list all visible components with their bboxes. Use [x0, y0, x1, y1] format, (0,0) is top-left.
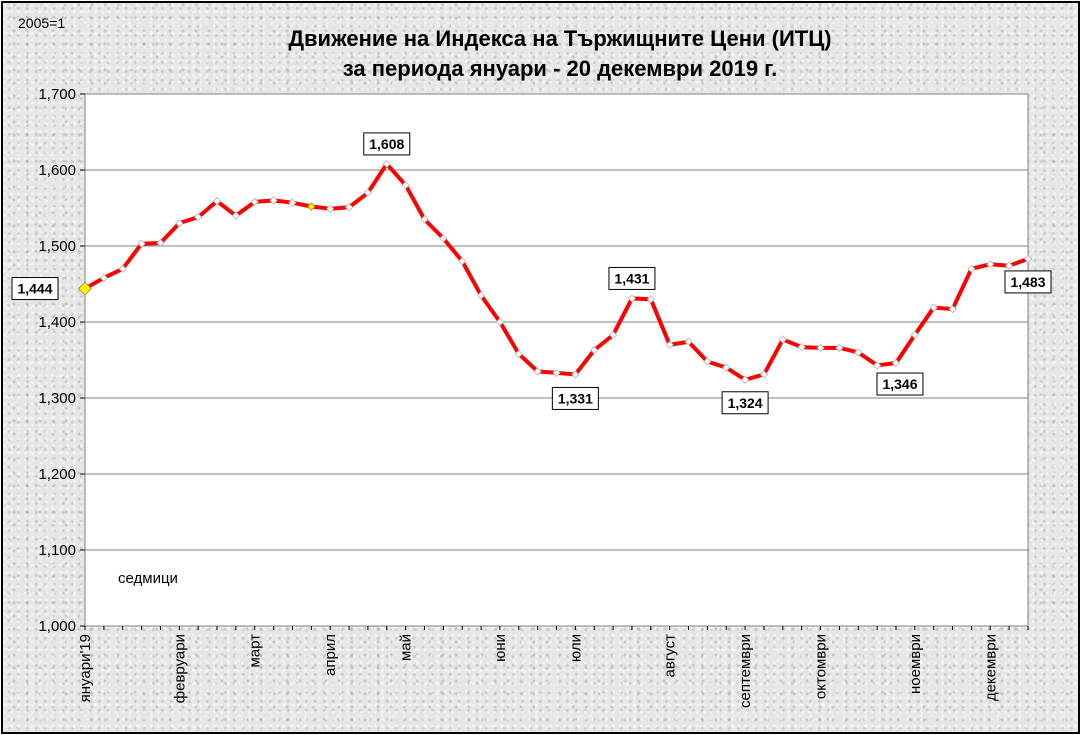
data-label: 1,608: [369, 136, 404, 152]
data-point: [476, 291, 486, 300]
data-point: [571, 370, 580, 379]
highlight-point: [307, 202, 316, 211]
x-tick-label: ноември: [907, 634, 924, 694]
data-label: 1,324: [728, 395, 763, 411]
data-point: [420, 215, 429, 224]
y-tick-label: 1,100: [38, 542, 76, 559]
data-point: [495, 317, 505, 327]
data-point: [854, 348, 863, 357]
data-point: [740, 375, 750, 384]
data-label-box: [876, 372, 924, 396]
y-tick-label: 1,000: [38, 618, 76, 635]
data-point: [401, 181, 410, 190]
data-point: [684, 337, 693, 346]
x-tick-label: август: [662, 634, 679, 678]
chart-subtitle: за периода януари - 20 декември 2019 г.: [343, 56, 778, 81]
data-point: [344, 203, 354, 212]
x-tick-label: февруари: [171, 634, 188, 703]
y-tick-label: 1,300: [38, 390, 76, 407]
series-layer: [78, 159, 1033, 384]
data-point: [590, 346, 599, 355]
data-label-box: [551, 386, 599, 410]
data-point: [873, 361, 882, 370]
y-tick-label: 1,500: [38, 238, 76, 255]
y-tick-label: 1,600: [38, 162, 76, 179]
y-axis: 1,000 1,100 1,200 1,300 1,400 1,500 1,600 1,700: [38, 86, 85, 635]
data-point: [703, 357, 712, 366]
plot-area: [84, 93, 1029, 627]
data-point: [326, 204, 335, 213]
x-tick-label: декември: [982, 634, 999, 701]
data-point: [627, 294, 637, 303]
data-point: [382, 159, 391, 169]
data-label-box: [11, 277, 59, 301]
data-point: [533, 367, 542, 376]
data-label: 1,346: [882, 376, 917, 392]
data-point: [514, 349, 523, 359]
data-label: 1,444: [17, 281, 52, 297]
x-tick-label: октомври: [813, 634, 830, 699]
data-point: [439, 234, 448, 243]
data-point: [967, 264, 976, 273]
data-point: [608, 330, 618, 340]
x-tick-label: юни: [492, 634, 509, 662]
data-point: [722, 363, 731, 372]
data-point: [137, 239, 146, 248]
x-tick-label: април: [322, 634, 339, 676]
y-tick-label: 1,200: [38, 466, 76, 483]
x-tick-label: юли: [567, 634, 584, 662]
x-axis: януари'19 февруари март април май юни юли авгус…: [77, 626, 1029, 708]
data-point: [250, 197, 259, 207]
y-tick-label: 1,700: [38, 86, 76, 103]
data-point: [194, 213, 203, 222]
x-tick-label: март: [247, 634, 264, 668]
data-label: 1,331: [558, 390, 593, 406]
data-point: [269, 196, 278, 205]
data-point: [910, 330, 919, 340]
data-label: 1,431: [614, 270, 649, 286]
data-point: [948, 304, 957, 314]
data-point: [288, 198, 297, 207]
data-point: [156, 238, 165, 248]
data-labels: 1,444 1,608 1,331 1,431 1,324 1,346 1,483: [11, 132, 1052, 415]
data-point: [929, 303, 938, 312]
data-point: [231, 211, 240, 220]
data-label: 1,483: [1010, 274, 1045, 290]
data-label-box: [608, 266, 656, 290]
data-point: [759, 370, 769, 379]
data-point: [646, 295, 655, 304]
data-point: [797, 342, 806, 352]
data-label-box: [721, 391, 769, 415]
data-point: [118, 264, 127, 273]
data-label-box: [363, 132, 411, 156]
data-point: [363, 188, 373, 197]
data-point: [835, 343, 844, 352]
x-tick-label: януари'19: [77, 634, 94, 702]
base-label: 2005=1: [18, 15, 65, 31]
data-point: [891, 358, 901, 368]
data-point: [986, 260, 995, 269]
data-point: [212, 197, 222, 206]
data-point: [1005, 261, 1014, 270]
data-point: [458, 257, 467, 266]
data-point: [665, 340, 674, 349]
data-point: [552, 368, 561, 378]
highlight-point: [78, 281, 92, 296]
chart-title: Движение на Индекса на Тържищните Цени (…: [288, 26, 831, 51]
x-tick-label: септември: [737, 634, 754, 708]
data-point: [99, 273, 108, 283]
y-tick-label: 1,400: [38, 314, 76, 331]
data-point: [175, 219, 184, 228]
data-point: [1023, 254, 1033, 264]
data-point: [778, 335, 787, 344]
x-axis-label: седмици: [118, 570, 178, 587]
x-tick-label: май: [398, 634, 415, 661]
data-label-box: [1004, 270, 1052, 294]
data-point: [816, 343, 825, 352]
